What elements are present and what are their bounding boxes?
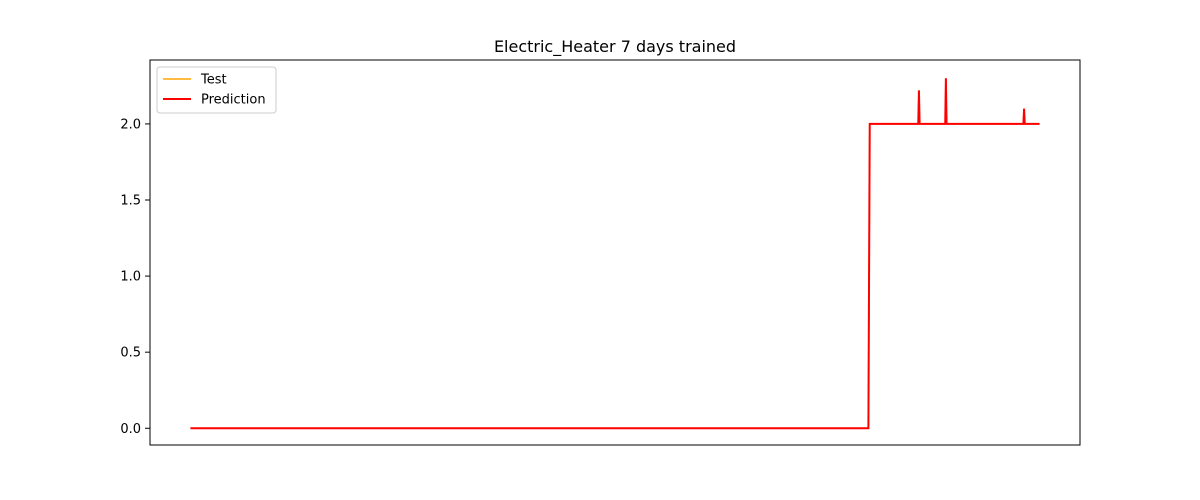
plot-frame — [149, 59, 1081, 446]
y-tick-label: 0.0 — [120, 422, 141, 437]
legend-label-prediction: Prediction — [201, 93, 266, 108]
y-tick-label: 1.5 — [120, 194, 141, 209]
y-tick-label: 2.0 — [120, 117, 141, 132]
series-line-test — [190, 78, 1040, 430]
y-axis: 0.0 0.5 1.0 1.5 2.0 — [120, 117, 150, 437]
y-tick-label: 0.5 — [120, 346, 141, 361]
chart-title: Electric_Heater 7 days trained — [494, 37, 736, 57]
legend: Test Prediction — [156, 66, 277, 114]
series-layer — [190, 78, 1040, 430]
legend-label-test: Test — [200, 73, 227, 88]
y-tick-label: 1.0 — [120, 270, 141, 285]
series-line-prediction — [190, 78, 1040, 430]
